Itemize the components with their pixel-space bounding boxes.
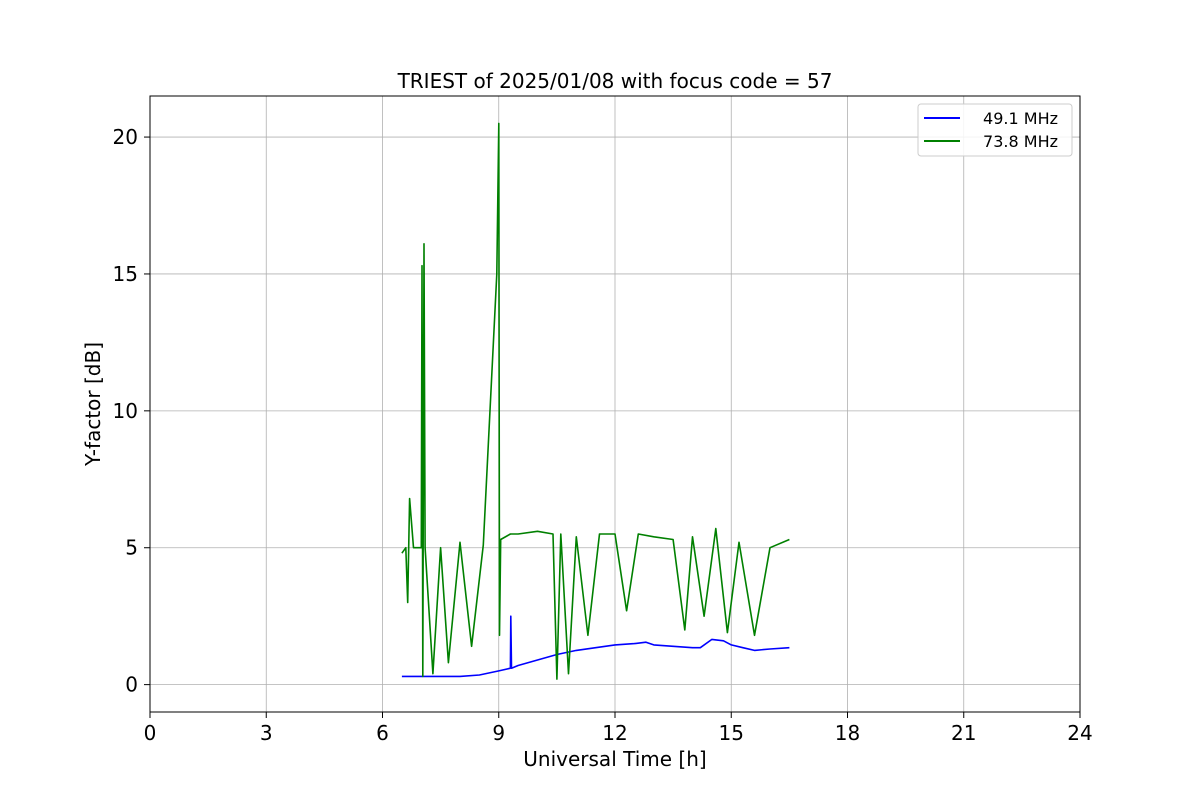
plot-area: [401, 122, 790, 680]
x-axis-label: Universal Time [h]: [523, 747, 706, 771]
grid: [149, 96, 1081, 712]
y-tick-label: 20: [113, 125, 138, 149]
legend-label: 73.8 MHz: [983, 132, 1058, 151]
x-tick-label: 15: [719, 721, 744, 745]
y-tick-label: 10: [113, 399, 138, 423]
x-tick-label: 18: [835, 721, 860, 745]
y-tick-label: 5: [125, 536, 138, 560]
legend: 49.1 MHz 73.8 MHz: [917, 103, 1073, 157]
x-tick-label: 9: [492, 721, 505, 745]
x-tick-label: 0: [144, 721, 157, 745]
x-tick-label: 21: [951, 721, 976, 745]
y-axis: 0 5 10 15 20: [113, 125, 150, 697]
series-line-1: [401, 122, 790, 680]
x-tick-label: 3: [260, 721, 273, 745]
x-tick-label: 6: [376, 721, 389, 745]
y-tick-label: 15: [113, 262, 138, 286]
y-axis-label: Y-factor [dB]: [81, 342, 105, 467]
chart-title: TRIEST of 2025/01/08 with focus code = 5…: [397, 69, 833, 93]
x-tick-label: 24: [1067, 721, 1092, 745]
legend-label: 49.1 MHz: [983, 109, 1058, 128]
series-line-0: [401, 615, 790, 678]
x-tick-label: 12: [602, 721, 627, 745]
x-axis: 0 3 6 9 12 15 18 21 24: [144, 712, 1093, 745]
y-tick-label: 0: [125, 673, 138, 697]
